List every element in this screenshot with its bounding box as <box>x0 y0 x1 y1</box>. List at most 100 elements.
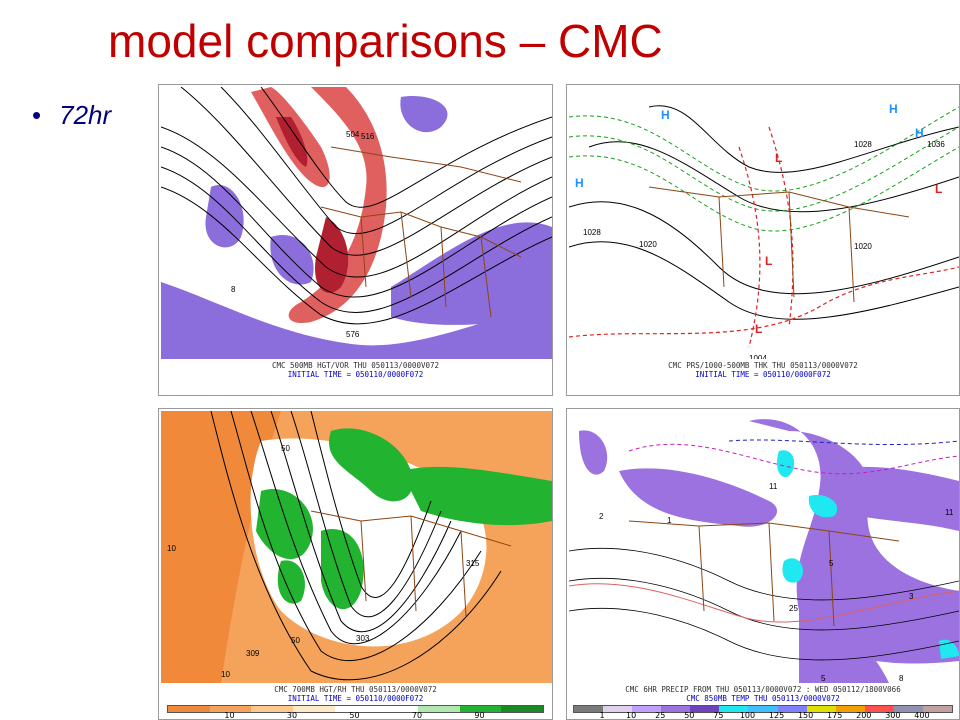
isobar-label: 1004 <box>749 354 767 359</box>
colorbar-swatch <box>459 706 502 712</box>
colorbar-tick-label: 50 <box>684 711 695 720</box>
isobar-label: 1020 <box>854 242 872 251</box>
caption-initial-time: INITIAL TIME = 050110/0000F072 <box>695 370 831 379</box>
contour-label: 315 <box>466 559 480 568</box>
colorbar-tick-label: 300 <box>885 711 901 720</box>
high-pressure-marker: H <box>575 176 584 190</box>
bullet-item: • 72hr <box>32 100 111 131</box>
contour-label: 1 <box>667 516 672 525</box>
contour-label: 11 <box>945 508 954 517</box>
contour-label: 25 <box>789 604 798 613</box>
contour-label: 50 <box>281 444 290 453</box>
contour-label: 576 <box>346 330 360 339</box>
cold-temperature-contours <box>728 439 959 446</box>
contour-label: 8 <box>231 285 236 294</box>
colorbar-swatch <box>334 706 377 712</box>
colorbar-tick-label: 100 <box>739 711 756 720</box>
colorbar-tick-label: 1 <box>599 711 605 720</box>
colorbar-swatch <box>251 706 294 712</box>
cold-temperature-contours <box>628 443 959 475</box>
isobar-label: 1036 <box>927 140 945 149</box>
pressure-map: H H H H L L L L 1028 1020 1004 1028 1036… <box>569 87 959 359</box>
contour-label: 8 <box>899 674 904 683</box>
map-caption: CMC 6HR PRECIP FROM THU 050113/0000V072 … <box>567 685 959 703</box>
colorbar-swatch <box>293 706 335 712</box>
colorbar-swatch <box>632 706 662 712</box>
colorbar-tick-label: 200 <box>856 711 872 720</box>
colorbar-tick-label: 50 <box>349 711 360 720</box>
caption-product: CMC 500MB HGT/VOR THU 050113/0000V072 <box>271 361 440 370</box>
contour-label: 5 <box>829 559 834 568</box>
colorbar-swatch <box>893 706 923 712</box>
low-pressure-marker: L <box>755 322 762 336</box>
thickness-warm <box>569 126 959 348</box>
temperature-contours <box>569 548 959 661</box>
caption-initial-time: INITIAL TIME = 050110/0000F072 <box>287 370 424 379</box>
low-pressure-marker: L <box>765 254 772 268</box>
political-borders <box>628 520 900 627</box>
political-borders <box>320 146 522 318</box>
colorbar-swatch <box>835 706 865 712</box>
map-caption: CMC PRS/1000-500MB THK THU 050113/0000V0… <box>567 361 959 379</box>
map-panel-500mb-vorticity: 504 516 576 8 CMC 500MB HGT/VOR THU 0501… <box>158 84 553 396</box>
map-panel-700mb-rh: 10 50 309 303 315 50 10 CMC 700MB HGT/RH… <box>158 408 553 720</box>
caption-product: CMC 700MB HGT/RH THU 050113/0000V072 <box>274 685 437 694</box>
colorbar-swatch <box>209 706 252 712</box>
caption-product: CMC 6HR PRECIP FROM THU 050113/0000V072 … <box>625 685 901 694</box>
colorbar-swatch <box>574 706 604 712</box>
contour-label: 10 <box>221 670 230 679</box>
colorbar-swatch <box>922 706 953 712</box>
colorbar-tick-label: 400 <box>914 711 930 720</box>
contour-label: 10 <box>167 544 176 553</box>
bullet-dot: • <box>32 100 42 130</box>
isobar-label: 1020 <box>639 240 657 249</box>
colorbar-swatch <box>603 706 633 712</box>
vorticity-map: 504 516 576 8 <box>161 87 552 359</box>
high-pressure-marker: H <box>915 126 924 140</box>
vorticity-core <box>276 117 308 167</box>
colorbar-swatch <box>748 706 778 712</box>
colorbar-tick-label: 10 <box>224 711 235 720</box>
vorticity-shading <box>391 222 552 325</box>
contour-label: 504 <box>346 130 360 139</box>
isobar-label: 1028 <box>854 140 872 149</box>
colorbar-tick-label: 30 <box>286 711 298 720</box>
vorticity-shading <box>161 282 552 359</box>
vorticity-max <box>288 87 387 323</box>
political-borders <box>310 510 512 617</box>
contour-label: 3 <box>909 592 914 601</box>
colorbar-tick-label: 70 <box>411 711 423 720</box>
heavy-precip-core <box>777 450 959 659</box>
colorbar-tick-label: 150 <box>797 711 814 720</box>
colorbar-swatch <box>777 706 807 712</box>
colorbar-swatch <box>661 706 691 712</box>
map-caption: CMC 500MB HGT/VOR THU 050113/0000V072 IN… <box>159 361 552 379</box>
map-panel-precip-850temp: 2 11 5 25 3 8 5 1 11 CMC 6HR PRECIP FROM… <box>566 408 960 720</box>
caption-initial-time: INITIAL TIME = 050110/0000F072 <box>287 694 424 703</box>
caption-product: CMC PRS/1000-500MB THK THU 050113/0000V0… <box>668 361 858 370</box>
rh-colorbar <box>167 705 544 713</box>
isobars <box>569 105 959 320</box>
contour-label: 303 <box>356 634 370 643</box>
low-pressure-marker: L <box>775 151 782 165</box>
precip-region <box>579 419 959 683</box>
high-pressure-marker: H <box>661 108 670 122</box>
low-pressure-marker: L <box>935 182 942 196</box>
precip-colorbar <box>573 705 953 713</box>
political-borders <box>648 186 910 303</box>
colorbar-tick-label: 75 <box>713 711 724 720</box>
vorticity-shading <box>400 96 448 133</box>
isobar-label: 1028 <box>583 228 601 237</box>
colorbar-swatch <box>806 706 836 712</box>
high-pressure-marker: H <box>889 102 898 116</box>
dry-region <box>161 411 281 683</box>
thickness-cold <box>569 106 959 232</box>
precip-map: 2 11 5 25 3 8 5 1 11 <box>569 411 959 683</box>
colorbar-tick-label: 10 <box>626 711 637 720</box>
height-contours <box>161 87 552 325</box>
colorbar-swatch <box>418 706 460 712</box>
colorbar-swatch <box>501 706 544 712</box>
map-panel-pressure-thickness: H H H H L L L L 1028 1020 1004 1028 1036… <box>566 84 960 396</box>
bullet-text: 72hr <box>59 100 112 130</box>
colorbar-tick-label: 175 <box>827 711 843 720</box>
